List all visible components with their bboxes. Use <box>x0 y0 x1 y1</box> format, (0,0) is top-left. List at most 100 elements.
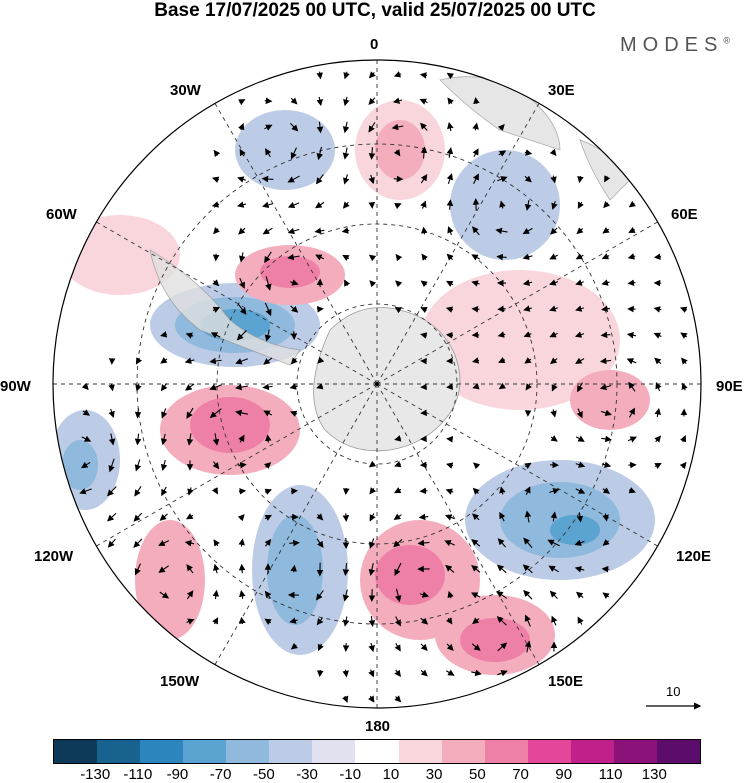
wind-vector <box>368 616 376 627</box>
wind-vector <box>290 305 299 313</box>
brand-text: MODES <box>620 34 724 56</box>
wind-vector <box>265 148 272 158</box>
colorbar-swatch <box>570 740 614 763</box>
colorbar-tick-label: 30 <box>425 766 443 783</box>
meridian-line <box>214 103 378 385</box>
wind-vector <box>107 486 117 497</box>
wind-vector <box>80 461 91 469</box>
wind-vector <box>290 97 298 105</box>
wind-vector <box>343 71 350 80</box>
anomaly-region <box>460 618 530 662</box>
wind-vector <box>653 332 662 339</box>
wind-vector <box>394 616 401 627</box>
wind-vector <box>602 592 610 599</box>
wind-vector <box>238 277 245 289</box>
wind-vector <box>522 564 533 574</box>
wind-vector <box>395 253 403 262</box>
wind-vector <box>316 306 324 313</box>
colorbar-swatch <box>269 740 313 763</box>
wind-vector <box>342 669 349 678</box>
wind-vector <box>471 357 480 364</box>
wind-vector <box>628 226 636 233</box>
wind-vector <box>261 175 274 183</box>
wind-vector <box>262 227 273 235</box>
wind-vector <box>290 279 299 286</box>
wind-vector <box>601 253 610 260</box>
colorbar-tick-label: 10 <box>382 766 400 783</box>
wind-vector <box>264 462 272 469</box>
wind-vector <box>574 539 585 546</box>
colorbar <box>53 739 701 764</box>
wind-vector <box>446 72 455 80</box>
wind-vector <box>602 513 609 522</box>
wind-vector <box>342 695 349 703</box>
wind-vector <box>550 357 558 365</box>
wind-vector <box>238 252 246 263</box>
wind-vector <box>575 435 585 442</box>
wind-vector <box>237 201 247 208</box>
colorbar-tick-label: 70 <box>512 766 529 783</box>
wind-vector <box>134 563 141 576</box>
wind-vector <box>447 226 454 236</box>
wind-vector <box>549 331 558 338</box>
wind-vector <box>342 488 350 495</box>
anomaly-region <box>450 150 560 260</box>
wind-vector <box>472 122 479 131</box>
wind-vector <box>497 538 506 548</box>
wind-vector <box>577 382 584 393</box>
wind-vector <box>210 332 221 339</box>
wind-vector <box>108 408 115 419</box>
wind-vector <box>185 332 194 339</box>
wind-vector <box>472 173 479 184</box>
wind-vector <box>212 589 220 600</box>
wind-vector <box>316 538 324 549</box>
wind-vector <box>264 590 272 599</box>
wind-vector <box>160 331 168 338</box>
wind-vector <box>550 435 558 442</box>
wind-vector <box>108 383 115 392</box>
wind-vector <box>471 254 481 261</box>
lon-label-90w: 90W <box>0 378 31 395</box>
wind-vector <box>419 98 428 105</box>
wind-vector <box>391 123 404 131</box>
wind-vector <box>471 539 481 547</box>
colorbar-tick-label: -10 <box>339 766 362 783</box>
wind-vector <box>446 383 454 390</box>
wind-vector <box>342 254 350 261</box>
wind-vector <box>419 591 430 598</box>
wind-vector <box>600 409 612 417</box>
wind-vector <box>444 514 455 521</box>
anomaly-region <box>60 215 180 295</box>
wind-vector <box>420 280 428 288</box>
wind-vector <box>368 174 375 185</box>
wind-vector <box>134 486 142 497</box>
wind-vector <box>447 121 454 132</box>
wind-vector <box>160 357 168 364</box>
wind-vector <box>599 383 612 391</box>
wind-vector <box>550 227 558 235</box>
wind-vector <box>523 590 533 600</box>
south-pole-marker <box>375 382 379 386</box>
wind-vector <box>185 383 195 391</box>
colorbar-tick-label: -90 <box>166 766 189 783</box>
wind-vector <box>239 148 246 157</box>
wind-vector <box>184 357 195 364</box>
wind-vector <box>368 562 376 576</box>
wind-vector <box>575 253 584 260</box>
colorbar-tick-label: -70 <box>209 766 232 783</box>
wind-vector <box>574 566 585 573</box>
wind-vector <box>342 147 350 160</box>
wind-vector <box>235 358 248 365</box>
lon-label-60w: 60W <box>46 206 77 223</box>
wind-vector <box>369 538 376 549</box>
wind-vector <box>342 589 350 602</box>
wind-vector <box>315 201 325 209</box>
wind-vector <box>628 407 636 418</box>
wind-vector <box>237 176 246 183</box>
wind-vector <box>577 616 584 625</box>
wind-vector <box>81 435 92 442</box>
wind-vector <box>264 434 272 443</box>
wind-vector <box>369 513 376 522</box>
colorbar-swatch <box>140 740 184 763</box>
wind-vector <box>603 201 611 209</box>
